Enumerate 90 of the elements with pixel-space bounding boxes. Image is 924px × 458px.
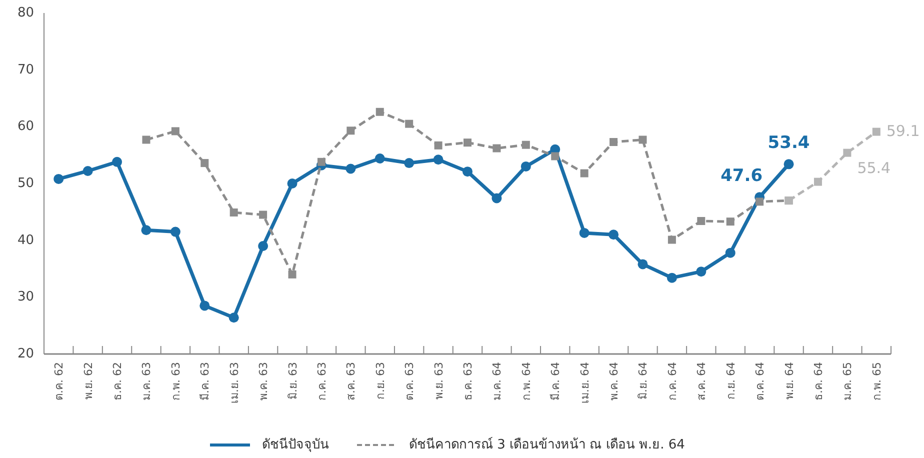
x-tick-label: ก.ย. 63 (374, 362, 387, 400)
point (520, 161, 531, 172)
x-tick-label: เม.ย. 63 (228, 362, 241, 404)
point (170, 226, 180, 237)
point (696, 266, 706, 277)
y-tick-label: 30 (17, 290, 34, 305)
data-label: 53.4 (768, 133, 810, 154)
point (462, 166, 472, 177)
point (580, 169, 588, 178)
x-tick-label: ธ.ค. 62 (111, 362, 124, 400)
point (288, 270, 296, 278)
point (608, 230, 619, 240)
x-tick-label: ต.ค. 64 (754, 362, 767, 400)
y-tick-label: 50 (17, 176, 34, 192)
point (200, 159, 209, 168)
point (142, 136, 150, 144)
point (756, 198, 764, 206)
point (697, 217, 706, 226)
point (228, 312, 239, 323)
x-tick-label: ก.พ. 64 (520, 362, 533, 400)
x-tick-label: ม.ค. 65 (841, 362, 854, 400)
x-tick-label: พ.ค. 63 (257, 362, 270, 400)
point (551, 152, 560, 160)
point (668, 236, 676, 244)
point (171, 127, 180, 136)
point (843, 148, 852, 157)
point (726, 218, 734, 226)
point (638, 259, 648, 270)
point (638, 136, 647, 144)
point (82, 166, 93, 176)
x-tick-label: ก.ค. 64 (666, 362, 679, 400)
x-tick-label: ก.พ. 65 (870, 362, 884, 400)
y-tick-label: 80 (17, 6, 34, 21)
x-tick-label: พ.ย. 62 (82, 362, 95, 400)
x-tick-label: พ.ย. 63 (432, 362, 446, 400)
point (346, 126, 355, 135)
x-tick-label: มิ.ย. 64 (636, 362, 650, 400)
point (579, 228, 590, 238)
point (258, 241, 268, 252)
point (287, 178, 298, 188)
point (610, 138, 618, 146)
x-tick-label: ม.ค. 63 (140, 362, 154, 400)
x-tick-label: ธ.ค. 64 (812, 362, 825, 400)
point (666, 272, 677, 283)
point (346, 164, 356, 174)
y-tick-label: 40 (17, 232, 34, 248)
x-tick-label: ก.ค. 63 (315, 362, 328, 400)
x-tick-label: ธ.ค. 63 (462, 362, 474, 400)
point (374, 153, 385, 164)
x-tick-label: ก.พ. 63 (169, 362, 182, 400)
y-tick-label: 60 (17, 119, 34, 134)
x-tick-label: ส.ค. 63 (344, 362, 358, 400)
data-label: 55.4 (857, 158, 891, 177)
point (259, 210, 268, 219)
data-label: 59.1 (886, 122, 920, 140)
x-tick-label: พ.ย. 64 (782, 362, 796, 400)
x-tick-label: ม.ค. 64 (490, 362, 504, 400)
point (814, 178, 822, 186)
x-tick-label: ต.ค. 63 (403, 362, 416, 400)
x-tick-label: ส.ค. 64 (695, 362, 708, 400)
point (492, 144, 501, 152)
x-tick-label: มี.ค. 64 (549, 362, 562, 400)
x-tick-label: ก.ย. 64 (724, 362, 738, 400)
point (317, 158, 326, 166)
x-tick-label: ต.ค. 62 (52, 362, 66, 400)
y-tick-label: 20 (17, 346, 34, 362)
x-tick-label: พ.ค. 64 (608, 362, 621, 400)
point (112, 156, 122, 167)
data-label: 47.6 (720, 166, 763, 186)
point (404, 158, 414, 168)
legend-label: ดัชนีปัจจุบัน (262, 436, 329, 453)
point (141, 225, 152, 236)
point (433, 154, 444, 165)
point (405, 120, 414, 128)
point (200, 300, 210, 311)
point (230, 208, 238, 216)
point (54, 174, 64, 184)
point (784, 159, 794, 170)
point (434, 141, 442, 150)
point (725, 248, 736, 258)
point (872, 128, 880, 136)
point (464, 138, 472, 147)
point (492, 193, 502, 204)
x-tick-label: มิ.ย. 63 (286, 362, 300, 400)
x-tick-label: มี.ค. 63 (198, 362, 212, 400)
legend-label: ดัชนีคาดการณ์ 3 เดือนข้างหน้า ณ เดือน พ.ย. 64 (409, 436, 685, 453)
point (522, 140, 530, 149)
x-tick-label: เม.ย. 64 (578, 362, 592, 404)
y-tick-label: 70 (17, 62, 34, 78)
point (376, 108, 384, 116)
